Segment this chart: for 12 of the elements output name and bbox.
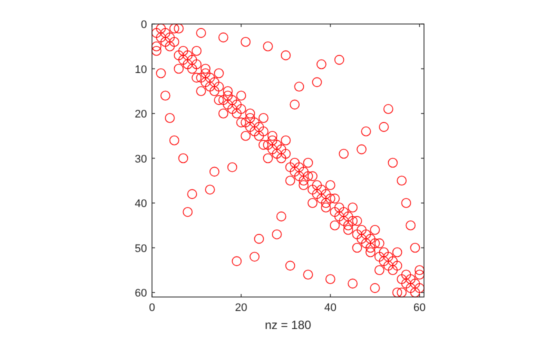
x-tick-label: 0 bbox=[148, 302, 156, 314]
x-axis-title: nz = 180 bbox=[264, 318, 312, 332]
x-tick-label: 40 bbox=[324, 302, 336, 314]
y-tick-label: 40 bbox=[134, 198, 147, 210]
y-tick-label: 30 bbox=[134, 153, 147, 166]
y-tick-label: 20 bbox=[134, 108, 147, 121]
y-tick-label: 0 bbox=[140, 19, 147, 31]
y-tick-label: 10 bbox=[134, 64, 147, 76]
y-tick-label: 50 bbox=[134, 242, 147, 255]
x-tick-label: 60 bbox=[413, 302, 426, 314]
x-tick-label: 20 bbox=[235, 302, 248, 314]
y-tick-label: 60 bbox=[134, 288, 147, 300]
